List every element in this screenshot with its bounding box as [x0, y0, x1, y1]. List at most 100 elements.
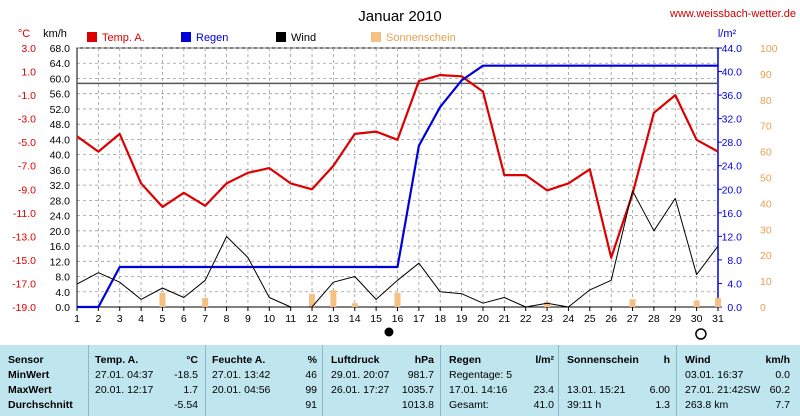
- stats-temp-avg-value: -5.54: [174, 399, 198, 411]
- site-link[interactable]: www.weissbach-wetter.de: [669, 8, 796, 20]
- stats-label-min: MinWert: [8, 369, 50, 381]
- legend: Temp. A. Regen Wind Sonnenschein: [87, 32, 456, 44]
- temperature-line: [76, 73, 719, 259]
- x-tick-label: 22: [520, 313, 532, 325]
- x-tick-label: 4: [138, 313, 144, 325]
- stats-temp-max-value: 1.7: [183, 384, 198, 396]
- wind-tick-label: 32.0: [50, 180, 71, 192]
- sunshine-bar: [330, 290, 337, 307]
- sunshine-bars: [159, 290, 721, 307]
- stats-wind-distance: 263.8 km: [685, 399, 729, 411]
- stats-humidity-avg-value: 91: [305, 399, 317, 411]
- wind-tick-label: 64.0: [50, 58, 71, 70]
- rain-tick-label: 24.0: [722, 161, 743, 173]
- sunshine-bar: [351, 303, 358, 307]
- rain-tick-label: 44.0: [722, 43, 743, 55]
- x-tick-label: 24: [563, 313, 575, 325]
- wind-tick-label: 16.0: [50, 241, 71, 253]
- x-tick-label: 18: [434, 313, 446, 325]
- x-tick-label: 20: [477, 313, 489, 325]
- wind-tick-label: 24.0: [50, 211, 71, 223]
- rain-tick-label: 40.0: [722, 67, 743, 79]
- sunshine-bar: [715, 297, 721, 307]
- rain-unit-label: l/m²: [718, 28, 737, 40]
- temp-tick-label: -19.0: [12, 302, 36, 314]
- stats-humidity-max-time: 20.01. 04:56: [212, 384, 271, 396]
- sunshine-bar: [693, 300, 700, 307]
- x-tick-label: 7: [202, 313, 208, 325]
- stats-label-avg: Durchschnitt: [8, 399, 73, 411]
- stats-temp-header: Temp. A.: [95, 354, 139, 366]
- wind-line: [76, 190, 719, 308]
- stats-rain-max-time: 17.01. 14:16: [449, 384, 508, 396]
- sunshine-bar: [159, 292, 166, 307]
- rain-tick-label: 16.0: [722, 208, 743, 220]
- stats-sunshine-max-value: 6.00: [649, 384, 670, 396]
- x-tick-label: 17: [413, 313, 425, 325]
- stats-humidity-min-value: 46: [305, 369, 317, 381]
- wind-tick-label: 52.0: [50, 104, 71, 116]
- weather-chart: 1 2 3 4 5 6 7 8 9 10 11 12 13 14 15 16 17 18 19 20 21 22 23 24 2…: [12, 8, 796, 340]
- rain-tick-label: 20.0: [722, 184, 743, 196]
- x-tick-label: 2: [95, 313, 101, 325]
- x-tick-label: 27: [627, 313, 639, 325]
- x-tick-label: 30: [691, 313, 703, 325]
- sunshine-bar: [394, 292, 401, 307]
- stats-humidity-column: Feuchte A.% 27.01. 13:42 46 20.01. 04:56 9…: [205, 345, 323, 416]
- stats-pressure-column: Luftdruck hPa 29.01. 20:07 981.7 26.01. 17…: [322, 345, 441, 416]
- sun-tick-label: 100: [760, 43, 778, 55]
- stats-sunshine-unit: h: [663, 354, 670, 366]
- legend-label: Sonnenschein: [386, 32, 456, 44]
- stats-pressure-min-time: 29.01. 20:07: [331, 369, 390, 381]
- grid-lines: [76, 47, 719, 308]
- sun-tick-label: 20: [760, 250, 772, 262]
- stats-pressure-max-value: 1035.7: [401, 384, 434, 396]
- stats-wind-min-value: 0.0: [775, 369, 790, 381]
- rain-tick-label: 28.0: [722, 137, 743, 149]
- series-lines: [76, 64, 719, 309]
- wind-tick-label: 40.0: [50, 150, 71, 162]
- x-tick-label: 16: [392, 313, 404, 325]
- x-tick-label: 5: [160, 313, 166, 325]
- chart-title: Januar 2010: [358, 8, 441, 25]
- sun-tick-label: 80: [760, 95, 772, 107]
- stats-wind-min-time: 03.01. 16:37: [685, 369, 744, 381]
- stats-temp-unit: °C: [186, 354, 198, 366]
- stats-temp-min-value: -18.5: [174, 369, 198, 381]
- rain-line: [77, 64, 718, 309]
- wind-tick-label: 60.0: [50, 73, 71, 85]
- sun-tick-label: 70: [760, 121, 772, 133]
- stats-wind-unit: km/h: [765, 354, 790, 366]
- stats-sunshine-avg-value: 1.3: [655, 399, 670, 411]
- temp-tick-label: -13.0: [12, 231, 36, 243]
- stats-temp-max-time: 20.01. 12:17: [95, 384, 154, 396]
- stats-sunshine-max-time: 13.01. 15:21: [567, 384, 626, 396]
- wind-tick-label: 12.0: [50, 256, 71, 268]
- legend-label: Regen: [196, 32, 228, 44]
- stats-humidity-header: Feuchte A.: [212, 354, 266, 366]
- sunshine-bar: [309, 294, 316, 307]
- stats-temp-column: Temp. A. °C 27.01. 04:37 -18.5 20.01. 12:1…: [88, 345, 206, 416]
- stats-sunshine-total: 39:11 h: [567, 399, 602, 411]
- stats-wind-avg-value: 7.7: [775, 399, 790, 411]
- legend-label: Wind: [291, 32, 316, 44]
- wind-tick-label: 36.0: [50, 165, 71, 177]
- stats-wind-max-value: 60.2: [769, 384, 790, 396]
- full-moon-icon: [695, 328, 707, 340]
- x-tick-label: 29: [669, 313, 681, 325]
- tick-labels: 1 2 3 4 5 6 7 8 9 10 11 12 13 14 15 16 17 18 19 20 21 22 23 24 2…: [12, 43, 778, 325]
- legend-swatch: [87, 32, 97, 42]
- rain-tick-label: 0.0: [727, 302, 742, 314]
- stats-pressure-avg-value: 1013.8: [401, 399, 434, 411]
- x-tick-label: 12: [306, 313, 318, 325]
- stats-rain-column: Regen l/m² Regentage: 5 17.01. 14:16 23.4 …: [440, 345, 559, 416]
- legend-swatch: [181, 32, 191, 42]
- stats-rain-total-label: Gesamt:: [449, 399, 489, 411]
- wind-tick-label: 48.0: [50, 119, 71, 131]
- moon-phases: [384, 327, 707, 340]
- stats-pressure-header: Luftdruck: [331, 354, 380, 366]
- sunshine-bar: [629, 299, 636, 307]
- wind-unit-label: km/h: [43, 28, 67, 40]
- stats-rain-unit: l/m²: [535, 354, 554, 366]
- stats-rain-days: Regentage: 5: [449, 369, 513, 381]
